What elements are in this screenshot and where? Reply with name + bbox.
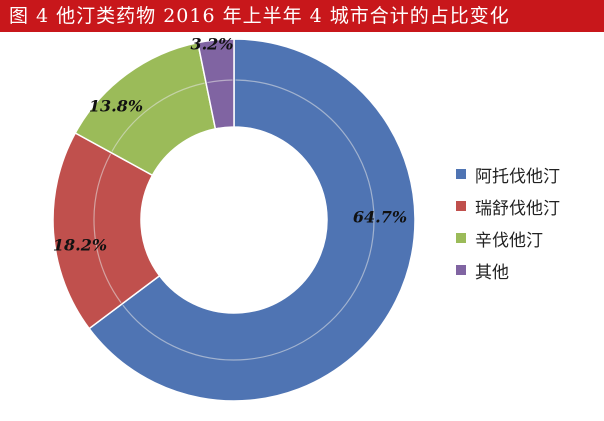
legend-label: 其他 bbox=[475, 262, 509, 283]
legend-swatch bbox=[456, 265, 466, 275]
legend-label: 瑞舒伐他汀 bbox=[475, 198, 560, 219]
slice-2 bbox=[52, 131, 161, 330]
legend-swatch bbox=[456, 169, 466, 179]
title-bar: 图 4 他汀类药物 2016 年上半年 4 城市合计的占比变化 bbox=[0, 0, 604, 32]
legend: 阿托伐他汀瑞舒伐他汀辛伐他汀其他 bbox=[456, 164, 560, 292]
ring-divider-1 bbox=[122, 79, 375, 361]
slice-4 bbox=[196, 38, 235, 130]
data-label-3: 13.8% bbox=[89, 97, 143, 116]
chart-area: 64.7% 18.2% 13.8% 3.2% 阿托伐他汀瑞舒伐他汀辛伐他汀其他 bbox=[0, 32, 604, 421]
legend-label: 辛伐他汀 bbox=[475, 230, 543, 251]
ring-divider-4 bbox=[207, 79, 233, 84]
legend-item-2: 瑞舒伐他汀 bbox=[456, 196, 560, 219]
legend-swatch bbox=[456, 233, 466, 243]
data-label-4: 3.2% bbox=[190, 35, 233, 54]
ring-divider-2 bbox=[93, 153, 122, 304]
ring-divider-3 bbox=[111, 82, 205, 152]
legend-item-4: 其他 bbox=[456, 260, 560, 283]
slice-1 bbox=[88, 38, 416, 402]
data-label-2: 18.2% bbox=[53, 236, 107, 255]
legend-item-3: 辛伐他汀 bbox=[456, 228, 560, 251]
legend-swatch bbox=[456, 201, 466, 211]
legend-label: 阿托伐他汀 bbox=[475, 166, 560, 187]
chart-title: 图 4 他汀类药物 2016 年上半年 4 城市合计的占比变化 bbox=[9, 5, 510, 27]
data-label-1: 64.7% bbox=[353, 208, 407, 227]
legend-item-1: 阿托伐他汀 bbox=[456, 164, 560, 187]
donut-chart: 64.7% 18.2% 13.8% 3.2% bbox=[52, 35, 416, 402]
